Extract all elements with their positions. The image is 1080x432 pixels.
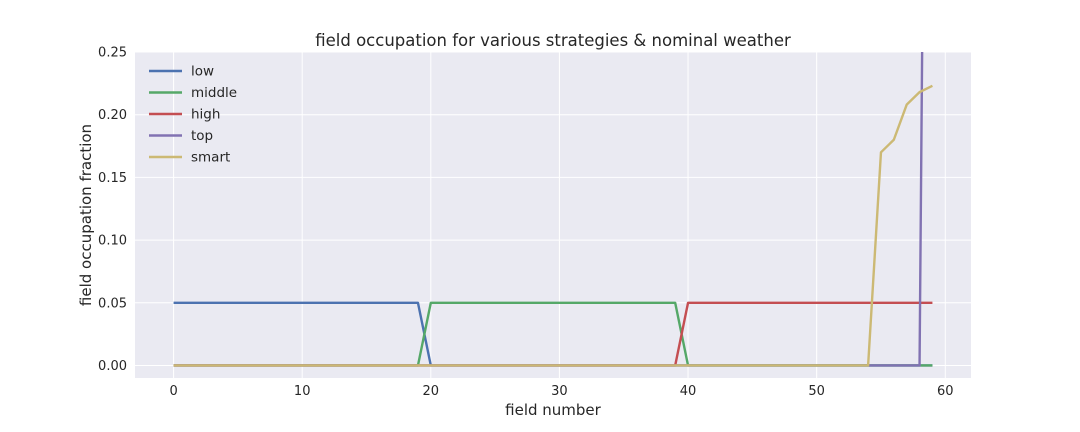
series-lines [173,52,933,367]
legend-label-high: high [191,107,220,123]
series-line-smart [173,84,933,367]
legend-label-top: top [191,128,213,144]
legend-label-middle: middle [191,85,237,101]
chart-title: field occupation for various strategies … [315,31,791,50]
x-tick-label: 40 [680,384,697,399]
y-tick-label: 0.00 [98,359,127,374]
y-tick-label: 0.20 [98,108,127,123]
legend-label-smart: smart [191,150,230,166]
x-tick-label: 30 [551,384,568,399]
x-tick-label: 10 [294,384,311,399]
y-tick-label: 0.05 [98,296,127,311]
x-tick-label: 50 [808,384,825,399]
legend-label-low: low [191,64,214,80]
y-axis-label: field occupation fraction [77,124,95,306]
y-tick-label: 0.10 [98,234,127,249]
tick-labels: 0 10 20 30 40 50 60 0.00 0.05 0.10 0.15 0.20 0.25 [98,46,954,400]
x-tick-label: 20 [423,384,440,399]
x-tick-label: 0 [169,384,177,399]
y-tick-label: 0.15 [98,171,127,186]
legend: low middle high top smart [149,64,237,166]
plot-area-background [135,52,971,378]
x-axis-label: field number [505,401,602,419]
y-tick-label: 0.25 [98,46,127,61]
x-tick-label: 60 [937,384,954,399]
